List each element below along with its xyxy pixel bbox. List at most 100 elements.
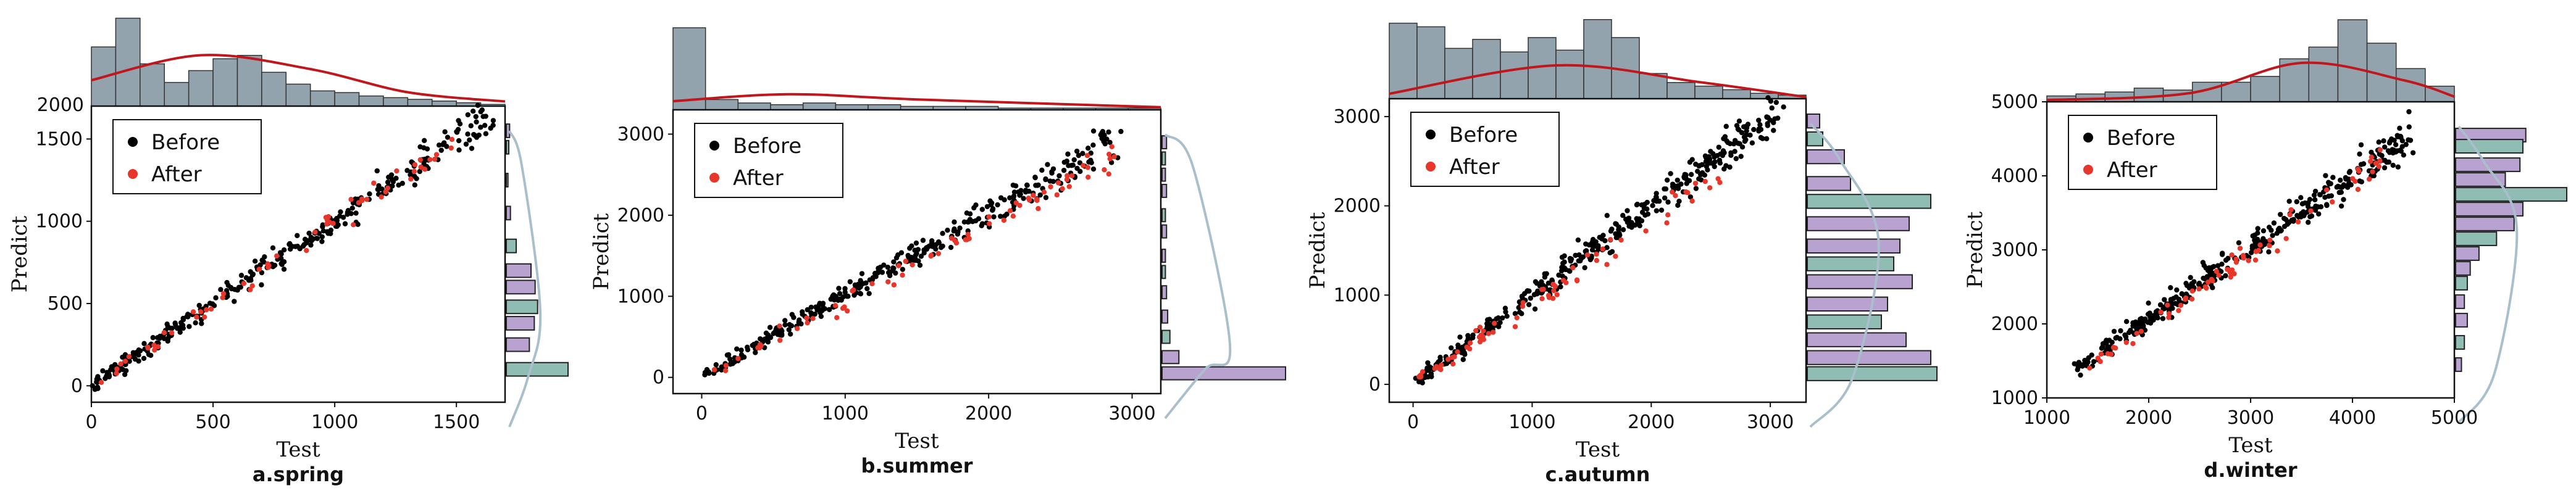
scatter-point xyxy=(1473,328,1479,334)
scatter-point xyxy=(1457,334,1463,340)
scatter-point xyxy=(367,191,372,197)
scatter-point xyxy=(421,138,427,144)
scatter-point xyxy=(1064,173,1070,178)
scatter-point xyxy=(1492,320,1497,326)
scatter-point xyxy=(224,279,230,286)
scatter-point xyxy=(161,336,167,341)
scatter-point xyxy=(184,313,190,320)
x-tick-label: 500 xyxy=(195,411,230,433)
side-hist-bar xyxy=(506,173,509,188)
scatter-point xyxy=(822,306,828,312)
scatter-point xyxy=(2323,187,2330,193)
scatter-point xyxy=(385,180,391,185)
scatter-point xyxy=(2111,328,2117,334)
scatter-point xyxy=(817,300,822,306)
side-hist-bar xyxy=(1161,224,1168,239)
scatter-point xyxy=(1460,357,1466,362)
scatter-point xyxy=(1416,379,1422,385)
scatter-point xyxy=(2080,363,2085,369)
scatter-point xyxy=(98,379,104,386)
scatter-point xyxy=(1595,244,1601,250)
x-tick-label: 3000 xyxy=(1747,411,1794,433)
top-kde-line xyxy=(672,93,1161,109)
scatter-point xyxy=(2254,238,2260,244)
scatter-point xyxy=(900,272,905,278)
top-hist-bar xyxy=(672,27,706,110)
scatter-point xyxy=(194,314,199,320)
scatter-point xyxy=(753,350,758,355)
legend-label: After xyxy=(151,162,202,187)
scatter-point xyxy=(957,225,963,231)
scatter-point xyxy=(1043,195,1049,200)
side-kde-line xyxy=(1164,133,1232,420)
scatter-point xyxy=(241,281,247,286)
scatter-point xyxy=(2160,316,2166,321)
scatter-point xyxy=(2377,147,2383,153)
legend-box xyxy=(112,119,262,194)
scatter-point xyxy=(385,185,391,191)
scatter-point xyxy=(1650,203,1655,209)
scatter-point xyxy=(2352,178,2358,184)
scatter-point xyxy=(2367,159,2373,164)
scatter-point xyxy=(1626,223,1632,229)
top-hist-bar xyxy=(212,58,238,107)
scatter-point xyxy=(1747,132,1753,138)
scatter-point xyxy=(2361,161,2367,167)
panel-summer: 0 1000 2000 3000 0 1000 2000 3000 Test Predict b.s… xyxy=(589,27,1286,477)
scatter-point xyxy=(456,138,462,144)
side-hist-bar xyxy=(506,139,509,155)
scatter-point xyxy=(916,258,921,264)
scatter-point xyxy=(2168,305,2174,311)
scatter-point xyxy=(924,245,929,250)
scatter-point xyxy=(218,287,224,292)
scatter-point xyxy=(771,331,776,336)
scatter-point xyxy=(891,282,897,287)
scatter-point xyxy=(136,352,141,358)
scatter-point xyxy=(1751,126,1757,133)
scatter-point xyxy=(393,175,399,181)
scatter-point xyxy=(805,320,810,326)
scatter-point xyxy=(1049,170,1055,176)
scatter-point xyxy=(2266,225,2272,230)
scatter-point xyxy=(454,130,460,135)
scatter-point xyxy=(198,309,204,315)
legend-label: Before xyxy=(2107,126,2175,151)
scatter-point xyxy=(1675,186,1681,191)
scatter-point xyxy=(295,233,300,239)
scatter-point xyxy=(1004,212,1010,217)
scatter-point xyxy=(810,316,816,321)
scatter-point xyxy=(337,213,343,219)
scatter-point xyxy=(866,291,872,296)
scatter-point xyxy=(2338,203,2344,209)
scatter-point xyxy=(1449,355,1455,360)
scatter-point xyxy=(424,146,430,152)
scatter-point xyxy=(1765,95,1771,101)
x-tick-label: 1000 xyxy=(2023,407,2070,429)
scatter-point xyxy=(1549,277,1555,283)
scatter-point xyxy=(1695,168,1700,174)
scatter-point xyxy=(2366,176,2372,182)
scatter-point xyxy=(2246,258,2251,263)
scatter-point xyxy=(2231,271,2237,277)
scatter-point xyxy=(1485,317,1491,323)
scatter-point xyxy=(479,107,485,113)
scatter-point xyxy=(952,238,958,244)
scatter-point xyxy=(763,330,769,336)
scatter-point xyxy=(1570,265,1576,271)
scatter-point xyxy=(1034,196,1040,202)
scatter-point xyxy=(890,265,896,271)
x-tick-label: 3000 xyxy=(2227,407,2274,429)
side-hist-bar xyxy=(2455,217,2515,231)
scatter-point xyxy=(328,231,333,236)
scatter-point xyxy=(791,315,797,320)
side-hist-bar xyxy=(1807,216,1910,231)
scatter-point xyxy=(375,186,382,192)
scatter-point xyxy=(2305,220,2311,225)
side-hist-bar xyxy=(506,123,511,138)
scatter-point xyxy=(2162,297,2167,302)
scatter-point xyxy=(2298,195,2304,200)
scatter-point xyxy=(1032,175,1038,180)
scatter-point xyxy=(1064,159,1070,164)
scatter-point xyxy=(1702,153,1708,159)
scatter-point xyxy=(1773,99,1779,105)
